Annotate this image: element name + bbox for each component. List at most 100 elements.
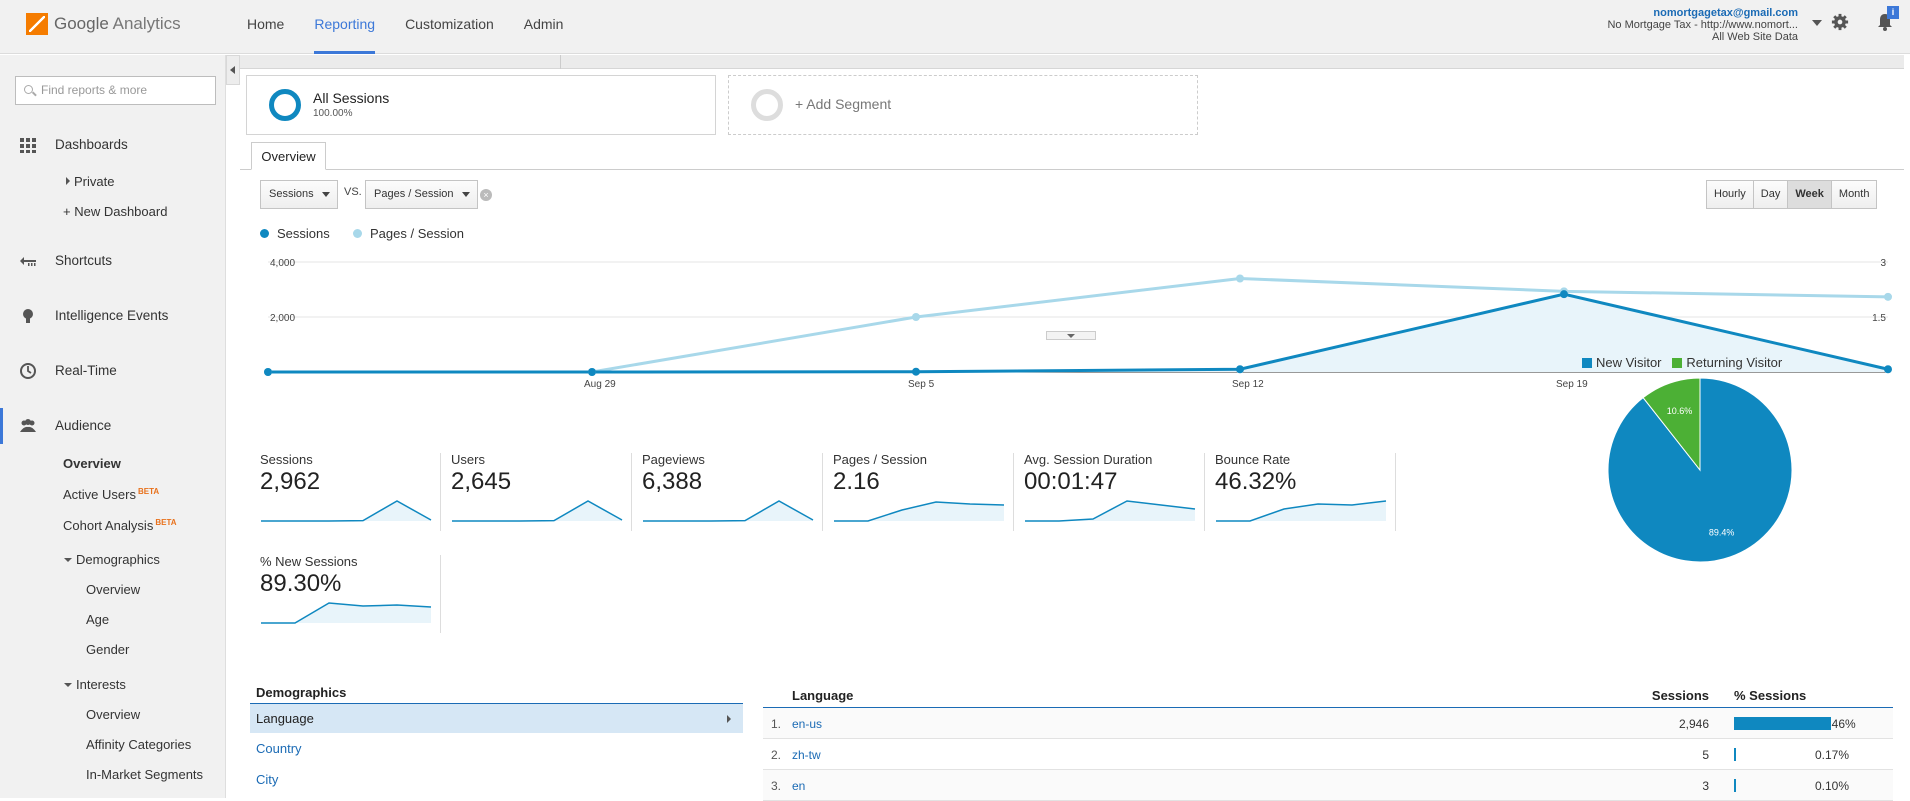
sidebar-item-private[interactable]: Private bbox=[66, 174, 114, 189]
metric-card[interactable]: Users 2,645 bbox=[451, 452, 641, 532]
demographics-row-city[interactable]: City bbox=[256, 772, 279, 787]
sidebar-item-in-market-segments[interactable]: In-Market Segments bbox=[86, 767, 204, 782]
tab-overview[interactable]: Overview bbox=[251, 142, 326, 170]
metric-label: Bounce Rate bbox=[1215, 452, 1291, 467]
sidebar-item-shortcuts[interactable]: Shortcuts bbox=[0, 247, 226, 275]
search-input[interactable]: Find reports & more bbox=[15, 76, 216, 105]
sidebar-item-audience[interactable]: Audience bbox=[0, 408, 226, 444]
legend-label: Sessions bbox=[277, 226, 330, 241]
gran-hourly-button[interactable]: Hourly bbox=[1706, 180, 1754, 209]
sidebar-item-demographics-overview[interactable]: Overview bbox=[86, 582, 141, 597]
nav-admin[interactable]: Admin bbox=[523, 16, 564, 32]
metric-label: % New Sessions bbox=[260, 554, 358, 569]
sessions-point[interactable] bbox=[912, 367, 920, 376]
sparkline-line bbox=[1216, 500, 1387, 522]
metric1-value: Sessions bbox=[269, 188, 314, 200]
account-property: No Mortgage Tax - http://www.nomort... bbox=[1607, 19, 1798, 31]
metric2-select[interactable]: Pages / Session bbox=[365, 180, 478, 209]
row-language-link[interactable]: en-us bbox=[792, 717, 823, 731]
add-segment-label: + Add Segment bbox=[795, 96, 892, 112]
metric-card[interactable]: % New Sessions 89.30% bbox=[260, 554, 450, 634]
header-pct-sessions[interactable]: % Sessions bbox=[1734, 688, 1807, 703]
metric-card[interactable]: Pages / Session 2.16 bbox=[833, 452, 1023, 532]
pie-slice-returning-visitor[interactable] bbox=[1642, 377, 1701, 472]
nav-customization[interactable]: Customization bbox=[405, 16, 494, 32]
remove-comparison-icon[interactable]: × bbox=[480, 189, 492, 201]
legend-returning-visitor[interactable]: Returning Visitor bbox=[1686, 355, 1783, 370]
pages-session-point[interactable] bbox=[912, 313, 920, 321]
brand-product: Analytics bbox=[112, 14, 181, 33]
row-pct-bar bbox=[1734, 717, 1832, 730]
notifications-bell[interactable]: i bbox=[1875, 6, 1899, 32]
sidebar-item-cohort-analysis[interactable]: Cohort Analysis BETA bbox=[63, 518, 177, 533]
header-sessions[interactable]: Sessions bbox=[1651, 688, 1709, 703]
metric-card[interactable]: Pageviews 6,388 bbox=[642, 452, 832, 532]
row-language-link[interactable]: zh-tw bbox=[792, 748, 821, 762]
sparkline-line bbox=[834, 501, 1005, 522]
pages-session-point[interactable] bbox=[1236, 274, 1244, 283]
chevron-down-icon bbox=[322, 192, 330, 197]
sidebar-item-affinity-categories[interactable]: Affinity Categories bbox=[86, 737, 192, 752]
demographics-row-language[interactable]: Language bbox=[250, 703, 743, 733]
sidebar-item-gender[interactable]: Gender bbox=[86, 642, 130, 657]
account-selector[interactable]: nomortgagetax@gmail.com No Mortgage Tax … bbox=[1607, 7, 1822, 43]
metric-label: Pages / Session bbox=[833, 452, 927, 467]
sidebar-item-interests-overview[interactable]: Overview bbox=[86, 707, 141, 722]
sparkline-line bbox=[452, 500, 623, 522]
pie-legend: New Visitor Returning Visitor bbox=[1582, 355, 1782, 370]
search-icon bbox=[24, 85, 33, 94]
sidebar-item-real-time[interactable]: Real-Time bbox=[0, 357, 226, 385]
legend-sessions[interactable]: Sessions bbox=[260, 226, 330, 241]
sessions-point[interactable] bbox=[588, 368, 596, 376]
sidebar-item-overview[interactable]: Overview bbox=[63, 456, 121, 471]
sidebar-item-dashboards[interactable]: Dashboards bbox=[0, 131, 226, 159]
gran-day-button[interactable]: Day bbox=[1753, 180, 1789, 209]
demographics-row-country[interactable]: Country bbox=[256, 741, 302, 756]
segment-all-sessions[interactable]: All Sessions 100.00% bbox=[246, 75, 716, 135]
metric1-select[interactable]: Sessions bbox=[260, 180, 338, 209]
gran-week-button[interactable]: Week bbox=[1788, 180, 1832, 209]
line-chart[interactable]: 4,000 2,000 3 1.5 Aug 29 Sep 5 Sep 12 Sep 19 bbox=[260, 250, 1900, 400]
metric-card[interactable]: Sessions 2,962 bbox=[260, 452, 450, 532]
metric-card[interactable]: Avg. Session Duration 00:01:47 bbox=[1024, 452, 1214, 532]
add-segment-button[interactable]: + Add Segment bbox=[728, 75, 1198, 135]
sidebar-item-new-dashboard[interactable]: + New Dashboard bbox=[63, 204, 168, 219]
sidebar-item-interests[interactable]: Interests bbox=[64, 677, 126, 692]
divider bbox=[1013, 453, 1014, 531]
sidebar-item-intelligence-events[interactable]: Intelligence Events bbox=[0, 302, 226, 330]
row-pct-sessions: 0.10% bbox=[1815, 779, 1850, 793]
divider bbox=[440, 555, 441, 633]
legend-dot-icon bbox=[353, 229, 362, 238]
sidebar-item-age[interactable]: Age bbox=[86, 612, 110, 627]
gear-icon[interactable] bbox=[1831, 13, 1849, 31]
legend-new-visitor[interactable]: New Visitor bbox=[1596, 355, 1662, 370]
visitor-pie-chart[interactable]: 89.4% 10.6% bbox=[1600, 370, 1800, 570]
header-language[interactable]: Language bbox=[792, 688, 854, 703]
sidebar-item-demographics[interactable]: Demographics bbox=[64, 552, 160, 567]
lightbulb-icon bbox=[23, 309, 33, 323]
sessions-point[interactable] bbox=[1236, 365, 1244, 374]
row-sessions: 3 bbox=[1702, 779, 1709, 793]
pages-session-point[interactable] bbox=[1884, 292, 1892, 301]
sessions-point[interactable] bbox=[1884, 365, 1892, 374]
sessions-point[interactable] bbox=[1560, 290, 1568, 299]
sidebar-label: Private bbox=[74, 174, 115, 189]
google-analytics-logo[interactable]: Google Analytics bbox=[26, 12, 181, 36]
gran-month-button[interactable]: Month bbox=[1831, 180, 1878, 209]
sidebar-item-active-users[interactable]: Active Users BETA bbox=[63, 487, 159, 502]
clock-icon bbox=[20, 363, 36, 379]
metric-label: Sessions bbox=[260, 452, 313, 467]
nav-home[interactable]: Home bbox=[247, 16, 285, 32]
row-label: Language bbox=[256, 711, 314, 726]
segment-ring-icon bbox=[751, 89, 783, 121]
metric-card[interactable]: Bounce Rate 46.32% bbox=[1215, 452, 1405, 532]
nav-reporting[interactable]: Reporting bbox=[314, 0, 376, 54]
sidebar-collapse-button[interactable] bbox=[226, 55, 240, 85]
row-language-link[interactable]: en bbox=[792, 779, 806, 793]
chart-resize-handle[interactable] bbox=[1046, 331, 1096, 340]
legend-pages-session[interactable]: Pages / Session bbox=[353, 226, 464, 241]
metric-value: 00:01:47 bbox=[1024, 468, 1118, 495]
people-icon bbox=[20, 419, 36, 432]
sessions-point[interactable] bbox=[264, 368, 272, 376]
legend-square-icon bbox=[1672, 358, 1683, 368]
